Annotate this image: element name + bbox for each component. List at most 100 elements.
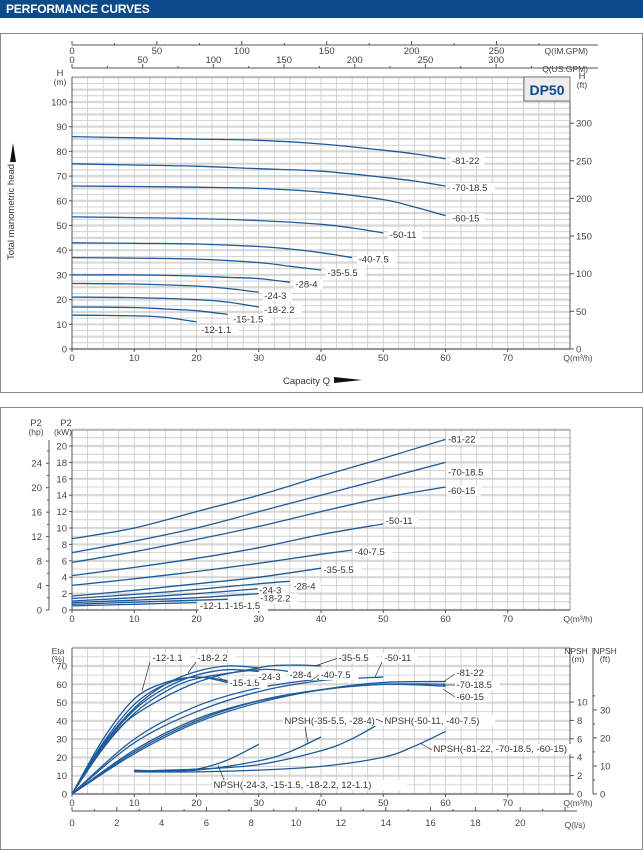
y-unit-label-ft: (ft) [600, 654, 611, 664]
y-tick-label-eta: 70 [56, 662, 67, 673]
power-curve--50-11 [71, 523, 384, 577]
head-curve-label: -70-18.5 [452, 183, 487, 194]
power-curve-label-bg [198, 601, 238, 611]
npsh-leader-line [304, 726, 309, 744]
y-tick-label-npsh-ft: 10 [600, 761, 611, 772]
eta-curve-label-bg [455, 680, 500, 690]
eta-curve-label: -18-2.2 [198, 653, 228, 664]
y-right-tick-label: 250 [576, 156, 592, 167]
eta-leader-line [141, 661, 151, 692]
power-curve--15-1_5 [71, 598, 228, 605]
model-badge-text: DP50 [529, 82, 564, 98]
y-tick-label-kw: 12 [56, 507, 67, 518]
y-tick-label-eta: 0 [62, 790, 67, 801]
y-tick-label: 0 [62, 345, 67, 356]
power-curve-label-bg [446, 467, 492, 478]
axis-label-us-gpm: Q(US.GPM) [542, 64, 588, 74]
power-curve-label: -28-4 [293, 581, 315, 592]
eta-curve-label-bg [455, 668, 490, 678]
x-tick-label-ls: 8 [249, 818, 254, 829]
y-tick-label: 30 [56, 270, 67, 281]
npsh-curve-label: NPSH(-24-3, -15-1.5, -18-2.2, 12-1.1) [214, 780, 372, 791]
y-tick-label-npsh-ft: 30 [600, 705, 611, 716]
x-tick-label: 20 [191, 614, 202, 625]
power-curve-label: -15-1.5 [230, 601, 260, 612]
eta-curve-label: -35-5.5 [339, 653, 369, 664]
power-curve--28-4 [71, 580, 290, 600]
tick-label-us-gpm: 300 [488, 55, 504, 66]
eta-curve-label-bg [383, 653, 418, 663]
eta-curve-label: -40-7.5 [321, 670, 351, 681]
x-tick-label: 20 [191, 353, 202, 364]
head-chart: 0 50 100 150 200 250 Q(IM.GPM)0 50 100 150 200 250 3… [6, 41, 598, 387]
eta-curve-label: -24-3 [259, 672, 281, 683]
x-axis-label: Q(m³/h) [563, 614, 592, 624]
eta-leader-line [314, 657, 339, 667]
power-curve-label: -24-3 [259, 586, 281, 597]
head-curve--35-5_5 [71, 256, 322, 271]
eta-curve-label: -81-22 [457, 668, 484, 679]
x-tick-label: 60 [440, 614, 451, 625]
tick-label-us-gpm: 50 [137, 55, 148, 66]
efficiency-npsh-chart: 010203040506070Eta(%)02468100102030NPSH(… [51, 646, 616, 830]
y-right-tick-label: 0 [576, 345, 581, 356]
head-curve--60-15 [71, 185, 446, 217]
head-curve-label-bg [326, 267, 366, 278]
arrow-right-icon [334, 377, 362, 383]
x-tick-label: 70 [502, 614, 513, 625]
eta-curve-label: -28-4 [290, 670, 312, 681]
tick-label-imp-gpm: 200 [404, 46, 420, 57]
npsh-curve-label: NPSH(-81-22, -70-18.5, -60-15) [434, 744, 568, 755]
y-tick-label-npsh-m: 6 [577, 734, 582, 745]
npsh-curve-label-bg [432, 744, 591, 754]
head-curve-label: -40-7.5 [359, 255, 389, 266]
x-tick-label-ls: 16 [425, 818, 436, 829]
y-tick-label-eta: 30 [56, 735, 67, 746]
x-tick-label-ls: 10 [291, 818, 302, 829]
power-curve-label: -60-15 [448, 486, 475, 497]
x-tick-label-ls: 18 [470, 818, 481, 829]
x-tick-label-ls: 14 [380, 818, 391, 829]
head-curve--12-1_1 [71, 314, 197, 323]
head-curve-label-bg [450, 155, 485, 166]
y-tick-label-kw: 2 [62, 589, 67, 600]
y-unit-label-p2-kw: P2 [60, 418, 72, 429]
head-curve--28-4 [71, 274, 290, 283]
head-curve--81-22 [71, 135, 446, 160]
power-curve-label-bg [446, 486, 481, 496]
power-curve--12-1_1 [71, 601, 197, 607]
y-unit-label-npsh-m: NPSH [564, 646, 588, 656]
eta-curve--81-22 [71, 680, 446, 795]
y-unit-label-eta: Eta [52, 646, 65, 656]
y-tick-label-kw: 10 [56, 524, 67, 535]
head-curve-label-bg [357, 254, 397, 265]
x-tick-label: 60 [440, 798, 451, 809]
tick-label-us-gpm: 0 [69, 55, 74, 66]
y-tick-label: 20 [56, 295, 67, 306]
power-curve-label-bg [446, 434, 481, 445]
eta-curve-label-bg [319, 670, 359, 680]
power-curve-label-bg [322, 565, 362, 576]
y-axis-title: Total manometric head [6, 164, 17, 260]
y-tick-label-kw: 16 [56, 474, 67, 485]
x-tick-label-ls: 6 [204, 818, 209, 829]
eta-curve-label: -50-11 [385, 653, 412, 664]
eta-curve--70-18_5 [71, 683, 446, 795]
head-curve-label: -81-22 [452, 156, 479, 167]
tick-label-imp-gpm: 150 [319, 46, 335, 57]
power-curve-label-bg [228, 601, 268, 611]
x-tick-label: 40 [316, 614, 327, 625]
x-tick-label: 20 [191, 798, 202, 809]
y-tick-label-eta: 20 [56, 753, 67, 764]
y-tick-label-kw: 0 [62, 606, 67, 617]
tick-label-us-gpm: 150 [276, 55, 292, 66]
x-tick-label: 50 [378, 798, 389, 809]
y-right-tick-label: 100 [576, 269, 592, 280]
x-tick-label: 70 [502, 353, 513, 364]
power-curve-label: -35-5.5 [324, 565, 354, 576]
y-tick-label: 60 [56, 196, 67, 207]
y-tick-label-kw: 4 [62, 573, 67, 584]
y-unit-label-m: (m) [572, 654, 585, 664]
power-chart: 0246810121416182004812162024P2(kW)P2(hp)… [28, 418, 592, 625]
